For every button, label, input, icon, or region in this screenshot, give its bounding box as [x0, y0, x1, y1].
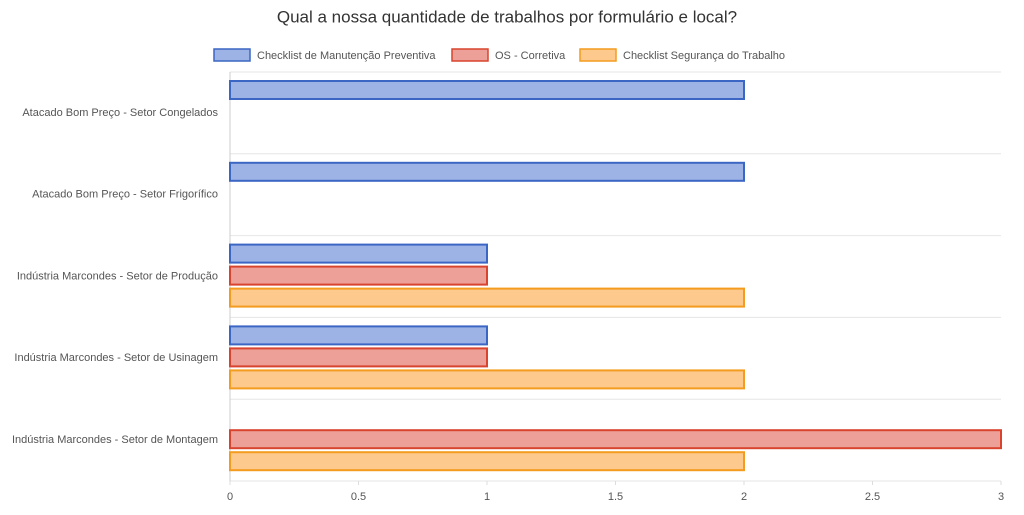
y-tick-label: Indústria Marcondes - Setor de Produção	[17, 270, 218, 282]
bar	[229, 161, 745, 182]
x-tick-label: 2.5	[865, 491, 880, 503]
legend-swatch	[213, 48, 251, 62]
x-tick-label: 1.5	[608, 491, 623, 503]
chart-title: Qual a nossa quantidade de trabalhos por…	[277, 7, 737, 26]
bar	[229, 429, 1002, 450]
x-tick-label: 0.5	[351, 491, 366, 503]
y-tick-label: Atacado Bom Preço - Setor Frigorífico	[32, 189, 218, 201]
x-tick-label: 0	[227, 491, 233, 503]
y-tick-label: Indústria Marcondes - Setor de Montagem	[12, 434, 218, 446]
legend-swatch	[451, 48, 489, 62]
y-tick-label: Indústria Marcondes - Setor de Usinagem	[14, 352, 218, 364]
x-tick-label: 2	[741, 491, 747, 503]
bar	[229, 347, 488, 368]
legend-label: OS - Corretiva	[495, 50, 566, 62]
x-tick-label: 1	[484, 491, 490, 503]
bar	[229, 369, 745, 390]
bar	[229, 287, 745, 308]
bar	[229, 451, 745, 472]
bar	[229, 325, 488, 346]
legend-swatch	[579, 48, 617, 62]
legend-label: Checklist Segurança do Trabalho	[623, 50, 785, 62]
x-tick-label: 3	[998, 491, 1004, 503]
bar	[229, 80, 745, 100]
bar	[229, 265, 488, 286]
legend-label: Checklist de Manutenção Preventiva	[257, 50, 436, 62]
bar	[229, 243, 488, 264]
y-tick-label: Atacado Bom Preço - Setor Congelados	[22, 107, 218, 119]
